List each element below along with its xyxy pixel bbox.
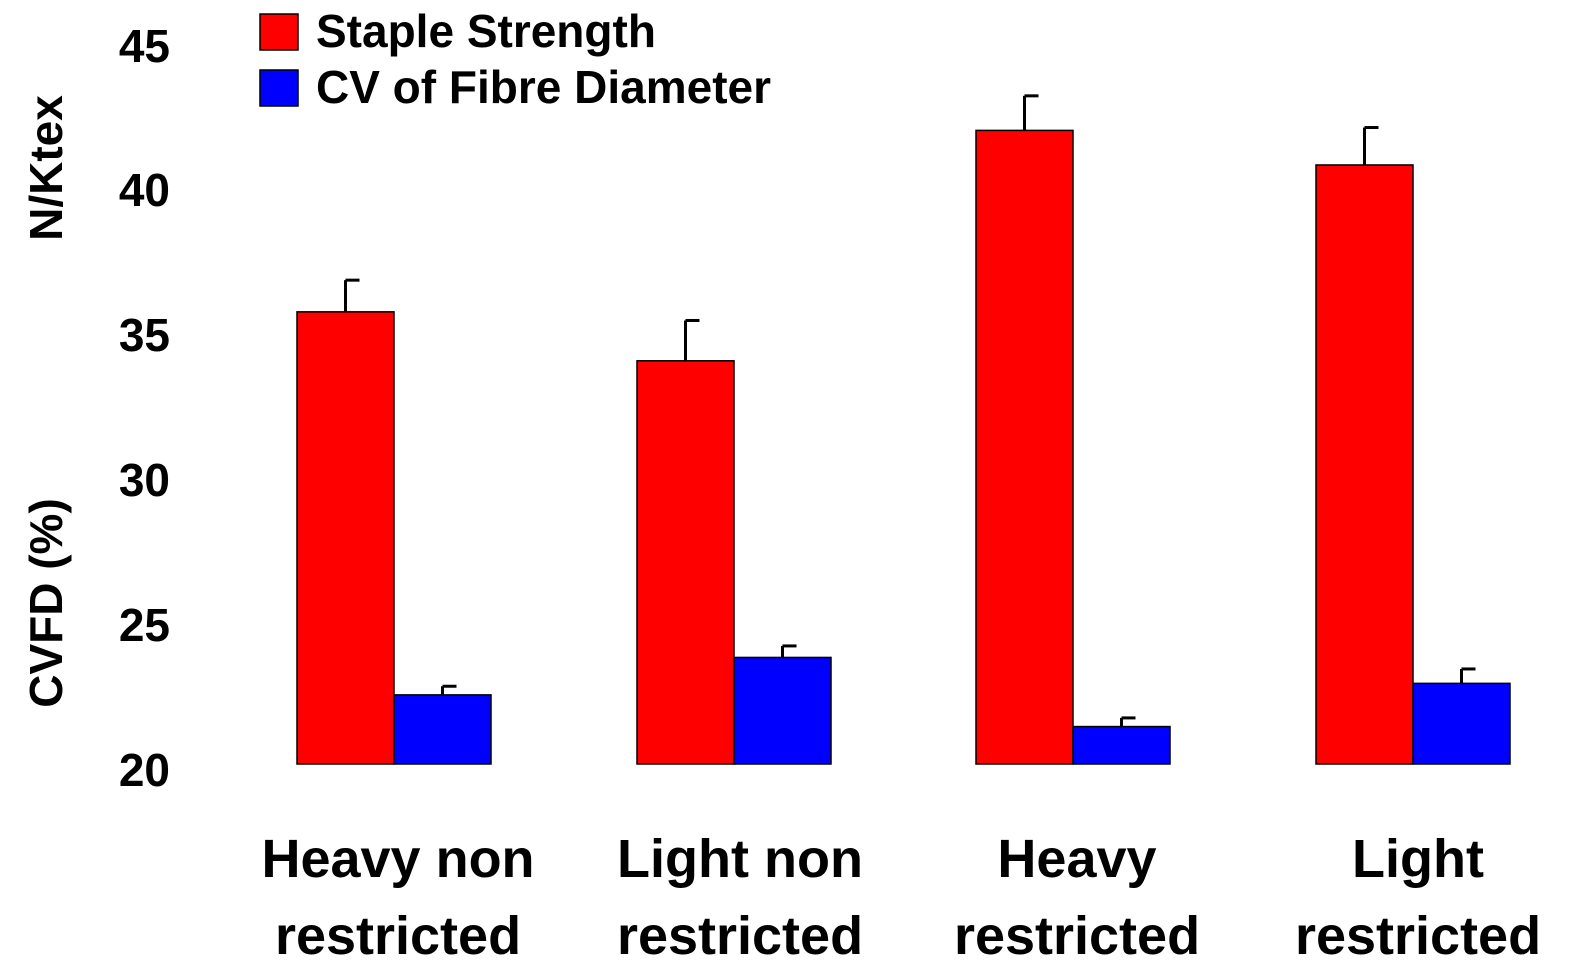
x-category-label: Light non — [617, 829, 863, 889]
error-bar — [781, 644, 797, 658]
cv-fibre-diameter-bar — [1072, 725, 1171, 765]
x-category-label: restricted — [1295, 906, 1541, 966]
y-tick-label: 35 — [119, 309, 170, 361]
y-tick-label: 45 — [119, 20, 170, 72]
x-category-label: restricted — [617, 906, 863, 966]
error-bar — [344, 278, 360, 312]
error-bar — [1120, 716, 1136, 727]
legend-swatch-cv-fibre-diameter — [259, 69, 299, 107]
cv-fibre-diameter-bar — [393, 694, 492, 765]
legend-swatch-staple-strength — [259, 13, 299, 51]
y-tick-label: 30 — [119, 454, 170, 506]
cv-fibre-diameter-bar — [1412, 682, 1511, 765]
staple-strength-bar — [1315, 164, 1414, 765]
x-axis-categories: Heavy non restricted Light non restricte… — [261, 829, 1541, 966]
y-axis-label-bottom: CVFD (%) — [20, 498, 72, 708]
y-axis: 20 25 30 35 40 45 N/Ktex CVFD (%) — [20, 20, 170, 796]
x-category-label: restricted — [275, 906, 521, 966]
error-bars — [344, 94, 1476, 727]
x-category-label: Heavy — [997, 829, 1156, 889]
legend-label-cv-fibre-diameter: CV of Fibre Diameter — [316, 61, 771, 113]
y-axis-label-top: N/Ktex — [20, 95, 72, 241]
error-bar — [1460, 667, 1476, 684]
staple-strength-bar — [636, 360, 735, 765]
x-category-label: Light — [1352, 829, 1484, 889]
legend: Staple Strength CV of Fibre Diameter — [259, 5, 771, 113]
y-tick-label: 40 — [119, 164, 170, 216]
error-bar — [1023, 94, 1039, 131]
error-bar — [441, 684, 457, 695]
x-category-label: Heavy non — [261, 829, 534, 889]
y-tick-label: 25 — [119, 599, 170, 651]
bars — [296, 129, 1511, 765]
error-bar — [1363, 126, 1379, 165]
y-tick-label: 20 — [119, 744, 170, 796]
x-category-label: restricted — [954, 906, 1200, 966]
legend-label-staple-strength: Staple Strength — [316, 5, 656, 57]
cv-fibre-diameter-bar — [733, 656, 832, 765]
error-bar — [684, 318, 700, 361]
staple-strength-bar — [975, 129, 1074, 765]
staple-strength-bar — [296, 311, 395, 765]
